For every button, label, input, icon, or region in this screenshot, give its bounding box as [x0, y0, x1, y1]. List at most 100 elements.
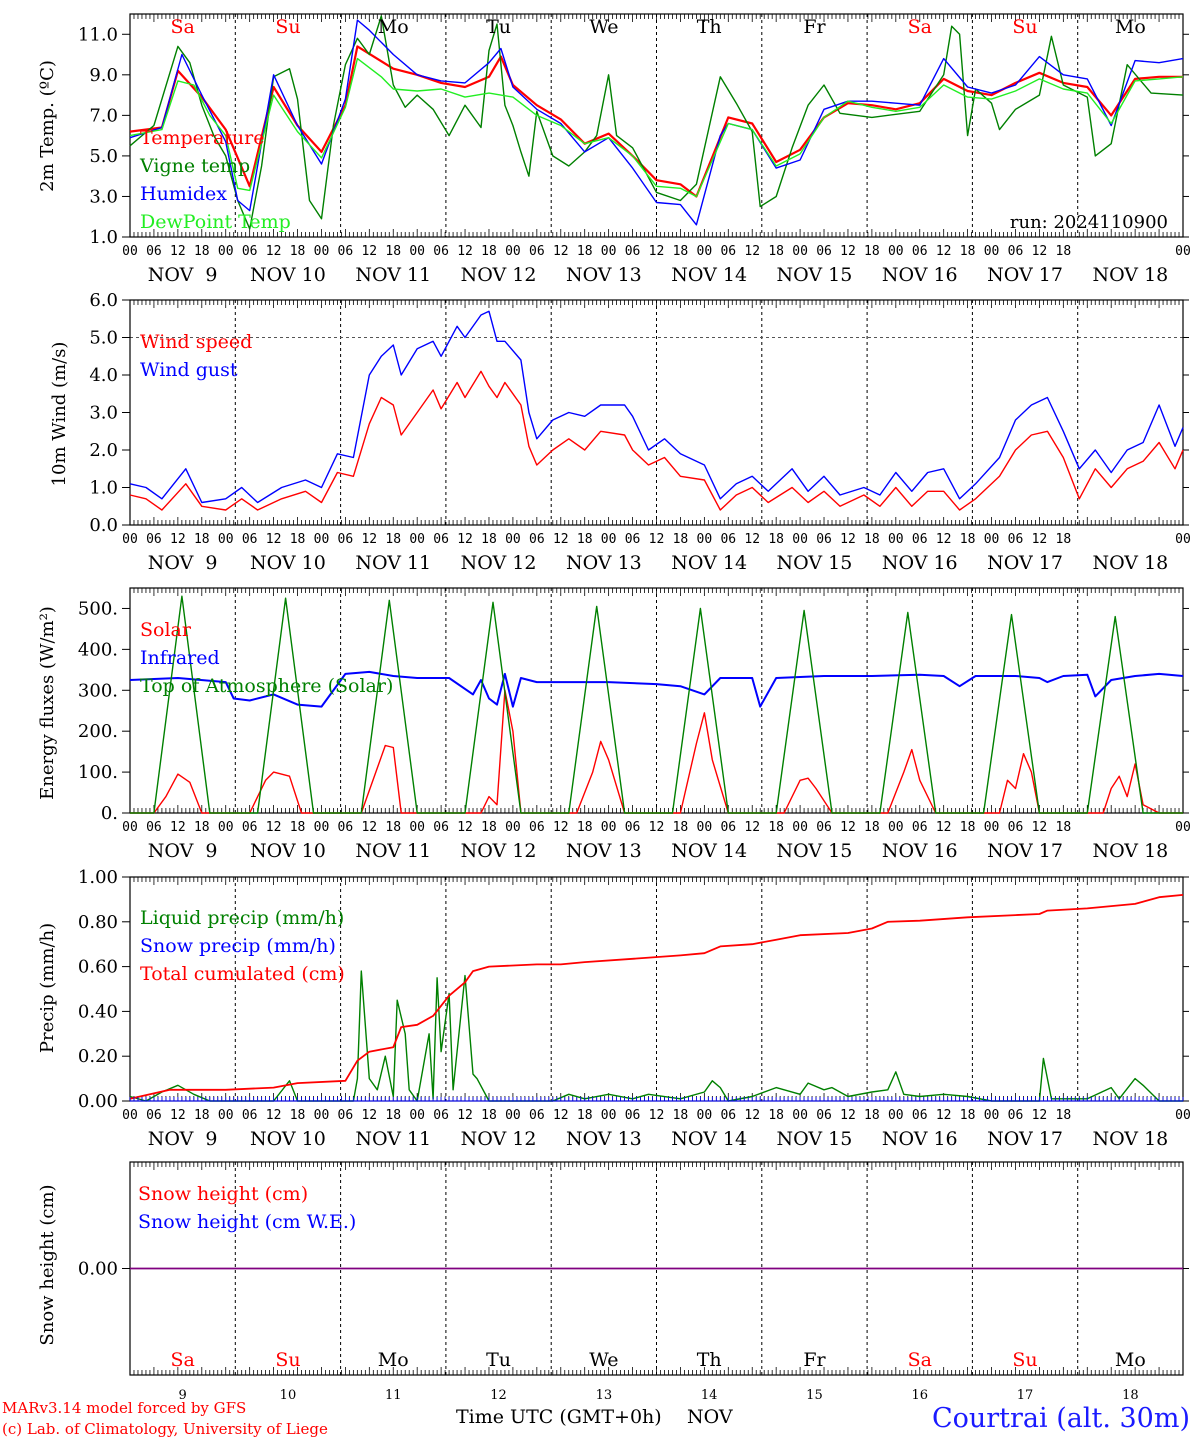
hour-tick-label: 12: [266, 1108, 282, 1123]
hour-tick-label: 00: [792, 244, 808, 259]
y-tick-label: 400.: [78, 639, 118, 660]
hour-tick-label: 12: [649, 532, 665, 547]
hour-tick-label: 06: [433, 820, 449, 835]
y-tick-label: 5.0: [89, 146, 118, 167]
hour-tick-label: 00: [984, 532, 1000, 547]
date-label: NOV 11: [355, 552, 431, 574]
hour-tick-label: 06: [720, 244, 736, 259]
date-label: NOV 12: [461, 1128, 537, 1150]
date-label: NOV 16: [882, 264, 958, 286]
hour-tick-label: 12: [840, 820, 856, 835]
hour-tick-label: 00: [409, 532, 425, 547]
hour-tick-label: 18: [768, 532, 784, 547]
hour-tick-label: 18: [1056, 1108, 1072, 1123]
hour-tick-label: 12: [1032, 532, 1048, 547]
y-tick-label: 1.0: [89, 227, 118, 248]
hour-tick-label: 06: [529, 244, 545, 259]
legend-vigne-temp: Vigne temp: [139, 155, 250, 177]
series-line-total-cumulated-cm-: [129, 894, 1184, 1100]
series-line-vigne-temp: [129, 15, 1184, 230]
hour-tick-label: 00: [697, 244, 713, 259]
hour-tick-label: 18: [1056, 244, 1072, 259]
hour-tick-label: 12: [1032, 244, 1048, 259]
date-label: NOV 10: [250, 264, 326, 286]
date-label: NOV 12: [461, 840, 537, 862]
hour-tick-label: 06: [720, 532, 736, 547]
hour-tick-label: 12: [840, 244, 856, 259]
hour-tick-label: 18: [481, 820, 497, 835]
date-label: NOV 14: [671, 1128, 747, 1150]
run-label: run: 2024110900: [1010, 212, 1168, 233]
hour-tick-label: 00: [314, 244, 330, 259]
day-name-top: Tu: [486, 16, 511, 38]
day-name-bottom: Fr: [803, 1349, 826, 1371]
hour-tick-label: 12: [170, 532, 186, 547]
hour-tick-label: 00: [505, 532, 521, 547]
hour-tick-label: 06: [816, 532, 832, 547]
hour-tick-label: 12: [361, 532, 377, 547]
hour-tick-label: 12: [553, 244, 569, 259]
hour-tick-label: 00: [218, 1108, 234, 1123]
hour-tick-label: 12: [744, 244, 760, 259]
date-label: NOV 10: [250, 840, 326, 862]
temp-ylabel: 2m Temp. (ºC): [37, 60, 58, 192]
day-name-bottom: Sa: [170, 1349, 194, 1371]
date-label: NOV 12: [461, 552, 537, 574]
precip-ylabel: Precip (mm/h): [37, 923, 58, 1053]
date-label: NOV 15: [777, 264, 853, 286]
hour-tick-label: 00: [697, 820, 713, 835]
day-name-bottom: Sa: [908, 1349, 932, 1371]
hour-tick-label: 06: [720, 1108, 736, 1123]
hour-tick-label: 18: [673, 532, 689, 547]
hour-tick-label: 12: [649, 1108, 665, 1123]
series-line-infrared: [129, 670, 1184, 708]
plot-frame: [129, 13, 1184, 238]
y-tick-label: 2.0: [89, 440, 118, 461]
date-label: NOV 16: [882, 1128, 958, 1150]
hour-tick-label: 00: [218, 244, 234, 259]
hour-tick-label: 12: [457, 532, 473, 547]
hour-tick-label: 00: [409, 1108, 425, 1123]
hour-tick-label: 06: [1008, 820, 1024, 835]
date-label: NOV 10: [250, 552, 326, 574]
hour-tick-label: 00: [792, 532, 808, 547]
hour-tick-label: 06: [433, 1108, 449, 1123]
hour-tick-label: 00: [697, 532, 713, 547]
hour-tick-label: 18: [960, 1108, 976, 1123]
hour-tick-label: 00: [792, 1108, 808, 1123]
date-label: NOV 16: [882, 552, 958, 574]
hour-tick-label: 18: [577, 820, 593, 835]
hour-tick-label: 12: [553, 820, 569, 835]
date-label: NOV 15: [777, 552, 853, 574]
hour-tick-label: 06: [338, 820, 354, 835]
hour-tick-label: 00: [409, 244, 425, 259]
y-tick-label: 1.00: [78, 867, 118, 888]
date-label: NOV 11: [355, 1128, 431, 1150]
day-name-bottom: Mo: [378, 1349, 409, 1371]
legend-toa-solar: Top of Atmosphere (Solar): [140, 675, 393, 697]
hour-tick-label: 18: [768, 820, 784, 835]
hour-tick-label: 00: [409, 820, 425, 835]
text-layer: 2m Temp. (ºC) 10m Wind (m/s) Energy flux…: [2, 16, 1191, 1438]
hour-tick-label: 18: [194, 244, 210, 259]
hour-tick-label: 12: [170, 820, 186, 835]
hour-tick-label: 06: [242, 244, 258, 259]
hour-tick-label: 06: [338, 1108, 354, 1123]
hour-tick-label: 00: [505, 820, 521, 835]
hour-tick-label: 12: [744, 820, 760, 835]
hour-tick-label: 06: [625, 244, 641, 259]
date-label: NOV 11: [355, 264, 431, 286]
hour-tick-label: 18: [481, 532, 497, 547]
hour-tick-label: 18: [194, 532, 210, 547]
series-layer: [129, 15, 1184, 1270]
date-label: NOV 14: [671, 840, 747, 862]
hour-tick-label: 18: [577, 532, 593, 547]
series-line-wind-speed: [129, 370, 1184, 511]
hour-tick-label: 00: [984, 244, 1000, 259]
hour-tick-label: 12: [553, 1108, 569, 1123]
y-tick-label: 100.: [78, 762, 118, 783]
hour-tick-label: 12: [840, 1108, 856, 1123]
y-tick-label: 0.60: [78, 957, 118, 978]
hour-tick-label: 12: [266, 532, 282, 547]
hour-tick-label: 18: [385, 244, 401, 259]
